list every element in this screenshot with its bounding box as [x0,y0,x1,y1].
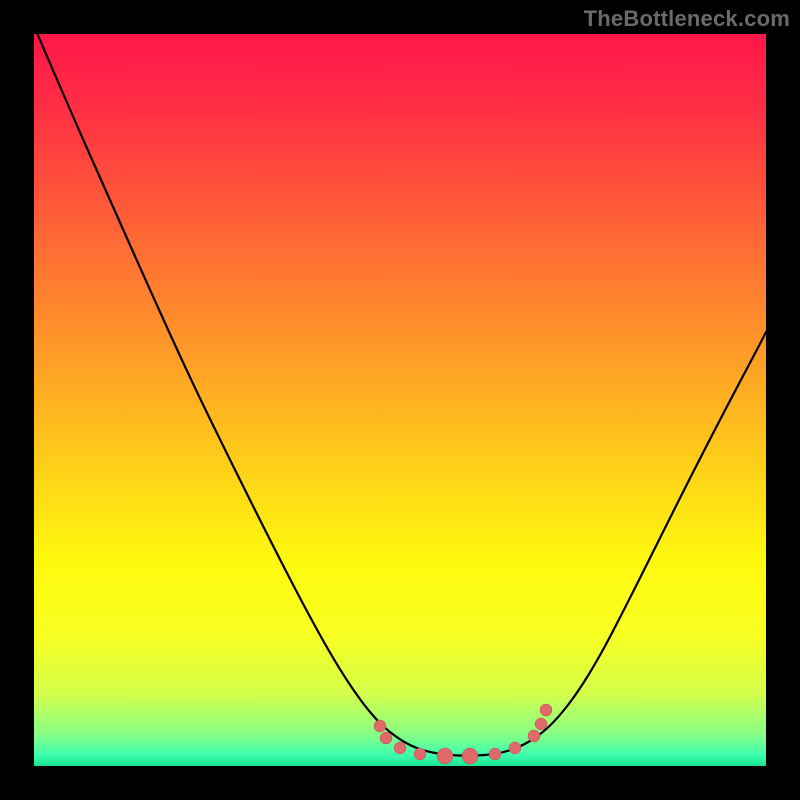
marker-dot [489,748,501,760]
plot-background [34,34,766,766]
watermark-text: TheBottleneck.com [584,6,790,32]
marker-dot [462,748,478,764]
chart-svg [0,0,800,800]
marker-dot [535,718,547,730]
marker-dot [374,720,386,732]
marker-dot [509,742,521,754]
chart-stage: TheBottleneck.com [0,0,800,800]
marker-dot [380,732,392,744]
marker-dot [437,748,453,764]
marker-dot [528,730,540,742]
marker-dot [540,704,552,716]
marker-dot [394,742,406,754]
marker-dot [414,748,426,760]
